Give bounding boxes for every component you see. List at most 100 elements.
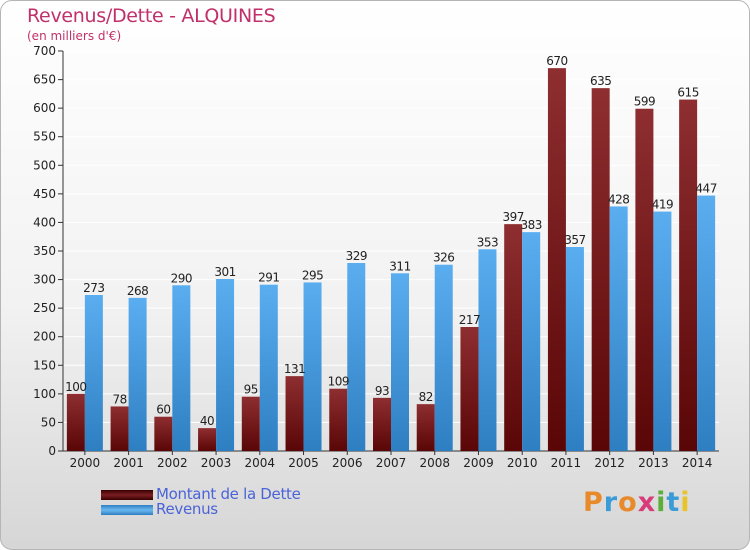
data-label-debt: 109	[328, 375, 349, 389]
x-tick-label: 2002	[157, 456, 188, 470]
x-tick-label: 2001	[113, 456, 144, 470]
data-label-debt: 397	[502, 210, 523, 224]
x-tick-label: 2004	[245, 456, 276, 470]
data-label-revenue: 353	[477, 235, 498, 249]
bar-revenue	[259, 284, 278, 451]
logo-letter: x	[637, 487, 657, 518]
x-tick-label: 2010	[507, 456, 538, 470]
x-tick-label: 2008	[419, 456, 450, 470]
data-label-debt: 100	[65, 380, 86, 394]
proxiti-logo: Proxiti	[583, 487, 691, 518]
logo-letter: r	[603, 487, 619, 518]
x-tick-label: 2014	[682, 456, 713, 470]
legend-label-debt: Montant de la Dette	[156, 485, 301, 503]
legend-swatch-revenue	[101, 505, 153, 515]
bar-revenue	[128, 297, 147, 451]
bar-revenue	[391, 273, 409, 451]
data-label-debt: 93	[375, 384, 389, 398]
data-label-debt: 599	[634, 95, 655, 109]
legend-label-revenue: Revenus	[156, 500, 218, 518]
x-tick-label: 2003	[201, 456, 232, 470]
logo-letter: i	[680, 487, 691, 518]
data-label-revenue: 290	[171, 271, 192, 285]
y-tick-label: 500	[33, 158, 56, 172]
bar-debt	[591, 88, 610, 452]
bar-revenue	[303, 282, 322, 451]
data-label-revenue: 268	[127, 284, 148, 298]
data-label-revenue: 329	[346, 249, 367, 263]
bar-revenue	[653, 211, 672, 451]
y-tick-label: 50	[41, 415, 56, 429]
bar-revenue	[216, 279, 235, 451]
chart-title: Revenus/Dette - ALQUINES	[27, 5, 276, 27]
data-label-revenue: 273	[83, 281, 104, 295]
y-tick-label: 200	[33, 330, 56, 344]
y-tick-label: 0	[48, 444, 56, 458]
y-tick-label: 700	[33, 44, 56, 58]
data-label-debt: 78	[112, 392, 126, 406]
data-label-debt: 60	[156, 403, 170, 417]
bar-debt	[460, 327, 479, 451]
x-tick-label: 2007	[376, 456, 407, 470]
y-tick-label: 450	[33, 187, 56, 201]
data-label-revenue: 357	[564, 233, 585, 247]
bar-debt	[504, 224, 523, 451]
logo-letter: P	[583, 487, 604, 518]
x-tick-label: 2005	[288, 456, 319, 470]
data-label-debt: 82	[419, 390, 433, 404]
data-label-revenue: 326	[433, 251, 454, 265]
data-labels: 100 273 78 268 60 290 40 301 95 291 131 295 109 329 93…	[65, 54, 717, 428]
data-label-revenue: 447	[695, 182, 716, 196]
x-tick-label: 2013	[638, 456, 669, 470]
bar-debt	[154, 416, 173, 451]
bar-revenue	[84, 295, 103, 451]
logo-letter: t	[666, 487, 681, 518]
data-label-debt: 131	[284, 362, 305, 376]
chart-subtitle: (en milliers d'€)	[27, 29, 122, 43]
bar-debt	[285, 376, 304, 451]
y-tick-label: 150	[33, 358, 56, 372]
bar-debt	[547, 68, 566, 452]
bar-debt	[679, 99, 698, 452]
data-label-debt: 95	[244, 383, 258, 397]
bar-revenue	[434, 264, 453, 451]
data-label-revenue: 383	[520, 218, 541, 232]
logo-letter: i	[656, 487, 667, 518]
bar-revenue	[609, 206, 628, 451]
bar-revenue	[347, 263, 366, 451]
data-label-debt: 615	[677, 86, 698, 100]
x-tick-label: 2006	[332, 456, 363, 470]
bar-debt	[329, 388, 348, 451]
bar-revenue	[565, 247, 584, 451]
bar-debt	[66, 393, 85, 451]
data-label-revenue: 311	[389, 259, 410, 273]
y-tick-label: 400	[33, 215, 56, 229]
x-tick-label: 2011	[551, 456, 582, 470]
bar-debt	[110, 406, 129, 451]
logo-letter: o	[618, 487, 638, 518]
data-label-revenue: 291	[258, 271, 279, 285]
data-label-revenue: 301	[214, 265, 235, 279]
data-label-revenue: 428	[608, 192, 629, 206]
bar-debt	[198, 428, 217, 451]
y-tick-label: 550	[33, 130, 56, 144]
data-label-revenue: 295	[302, 268, 323, 282]
y-tick-label: 350	[33, 244, 56, 258]
y-tick-label: 650	[33, 73, 56, 87]
bar-revenue	[522, 232, 541, 451]
bar-revenue	[478, 249, 497, 451]
x-tick-label: 2000	[70, 456, 101, 470]
y-axis-ticks: 0 50 100 150 200 250 300 350 400 450 500 550 600 650 7…	[33, 44, 56, 458]
y-tick-label: 250	[33, 301, 56, 315]
data-label-debt: 40	[200, 414, 214, 428]
data-label-debt: 635	[590, 74, 611, 88]
legend-swatch-debt	[101, 490, 153, 500]
x-tick-label: 2012	[594, 456, 625, 470]
data-label-debt: 217	[459, 313, 480, 327]
bar-debt	[241, 396, 260, 451]
bar-revenue	[172, 285, 191, 451]
x-tick-label: 2009	[463, 456, 494, 470]
x-axis-ticks: 2000 2001 2002 2003 2004 2005 2006 2007 2008 2009…	[70, 451, 713, 470]
